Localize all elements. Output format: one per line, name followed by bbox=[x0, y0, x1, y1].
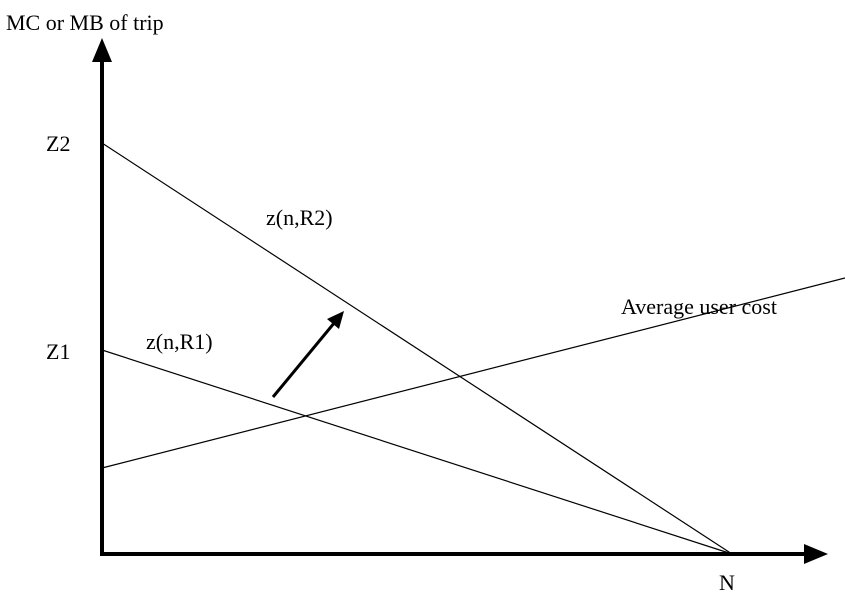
curve-label-average-user-cost: Average user cost bbox=[621, 294, 777, 319]
y-axis-label: MC or MB of trip bbox=[6, 10, 164, 35]
z2-intercept-label: Z2 bbox=[46, 131, 71, 156]
z1-intercept-label: Z1 bbox=[46, 339, 71, 364]
x-axis-end-label: N bbox=[719, 570, 735, 595]
curve-label-z-r1: z(n,R1) bbox=[146, 329, 213, 354]
curve-label-z-r2: z(n,R2) bbox=[266, 205, 333, 230]
shift-arrow bbox=[271, 321, 337, 398]
y-axis-arrowhead bbox=[92, 38, 112, 62]
line-z-r1 bbox=[101, 349, 733, 555]
line-average-user-cost bbox=[101, 277, 845, 469]
shift-arrowhead bbox=[327, 311, 344, 329]
line-z-r2 bbox=[101, 142, 733, 555]
x-axis-arrowhead bbox=[804, 544, 828, 564]
